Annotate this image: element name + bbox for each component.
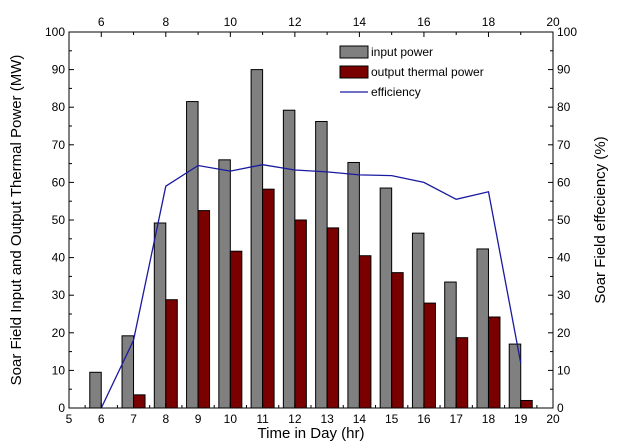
legend-label-output-thermal-power: output thermal power <box>371 65 484 79</box>
x-bottom-tick-label: 13 <box>320 412 334 426</box>
bar-input-power <box>121 335 135 409</box>
y-tick-label: 40 <box>52 251 66 265</box>
bar-input-power <box>186 101 199 409</box>
y2-tick-label: 80 <box>557 100 571 114</box>
bar-input-power <box>153 222 167 409</box>
legend-swatch-output-thermal-power <box>339 65 369 79</box>
bar-input-power <box>444 281 457 409</box>
bar-output-thermal-power <box>326 227 340 409</box>
bar-output-thermal-power <box>133 394 146 409</box>
y2-tick-label: 90 <box>557 63 571 77</box>
x-bottom-tick-label: 6 <box>98 412 105 426</box>
y2-tick-label: 40 <box>557 251 571 265</box>
bar-input-power <box>379 187 393 409</box>
legend-swatch-input-power <box>339 45 369 59</box>
y-tick-label: 70 <box>52 138 66 152</box>
x-bottom-tick-label: 17 <box>450 412 464 426</box>
bar-input-power <box>315 120 328 409</box>
x-bottom-tick-label: 14 <box>353 412 367 426</box>
bar-output-thermal-power <box>294 219 307 409</box>
x-axis-title: Time in Day (hr) <box>258 425 365 441</box>
y-tick-label: 60 <box>52 175 66 189</box>
bar-output-thermal-power <box>197 210 211 409</box>
legend-label-input-power: input power <box>371 45 433 59</box>
x-bottom-tick-label: 19 <box>514 412 528 426</box>
x-bottom-tick-label: 5 <box>66 412 73 426</box>
x-top-tick-label: 14 <box>353 15 367 29</box>
y-axis-title: Soar Field Input and Output Thermal Powe… <box>8 55 25 386</box>
y-tick-label: 50 <box>52 213 66 227</box>
legend: input power output thermal power efficie… <box>339 45 484 99</box>
x-top-tick-label: 8 <box>162 15 169 29</box>
y2-tick-label: 70 <box>557 138 571 152</box>
bar-input-power <box>89 371 102 409</box>
efficiency-line <box>100 164 522 409</box>
x-top-tick-label: 10 <box>224 15 238 29</box>
bar-input-power <box>282 109 296 409</box>
y-tick-label: 0 <box>58 401 65 415</box>
x-top-tick-label: 16 <box>417 15 431 29</box>
x-bottom-tick-label: 15 <box>385 412 399 426</box>
x-bottom-tick-label: 10 <box>224 412 238 426</box>
y2-axis-title: Soar Field effeciency (%) <box>592 136 609 303</box>
tick-label-layer: 5 6 7 8 9 10 11 12 13 14 15 16 17 18 19 20 6 8 10 12 14 16 18 2… <box>45 15 577 426</box>
x-bottom-tick-label: 18 <box>482 412 496 426</box>
x-top-tick-label: 12 <box>288 15 302 29</box>
bar-output-thermal-power <box>358 255 372 409</box>
bar-input-power <box>347 161 360 409</box>
y-tick-label: 80 <box>52 100 66 114</box>
bar-input-power <box>250 69 264 409</box>
x-bottom-tick-label: 8 <box>162 412 169 426</box>
y2-tick-label: 60 <box>557 175 571 189</box>
x-bottom-tick-label: 9 <box>195 412 202 426</box>
y2-tick-label: 0 <box>557 401 564 415</box>
y-tick-label: 20 <box>52 326 66 340</box>
bar-output-thermal-power <box>487 316 501 409</box>
bar-output-thermal-power <box>455 337 469 409</box>
y-tick-label: 10 <box>52 363 66 377</box>
y-tick-label: 100 <box>45 25 65 39</box>
x-bottom-tick-label: 16 <box>417 412 431 426</box>
x-top-tick-label: 20 <box>546 15 560 29</box>
x-top-tick-label: 6 <box>98 15 105 29</box>
bar-output-thermal-power <box>520 399 533 409</box>
x-top-tick-label: 18 <box>482 15 496 29</box>
bar-input-power <box>411 232 425 409</box>
y-tick-label: 90 <box>52 63 66 77</box>
y2-tick-label: 20 <box>557 326 571 340</box>
y-tick-label: 30 <box>52 288 66 302</box>
y2-tick-label: 30 <box>557 288 571 302</box>
bar-output-thermal-power <box>391 272 404 409</box>
x-bottom-tick-label: 7 <box>130 412 137 426</box>
efficiency-line-layer <box>100 164 522 409</box>
bar-output-thermal-power <box>165 299 178 409</box>
x-bottom-tick-label: 11 <box>256 412 269 426</box>
x-bottom-tick-label: 12 <box>288 412 302 426</box>
bar-output-thermal-power <box>423 302 436 409</box>
y2-tick-label: 10 <box>557 363 571 377</box>
x-bottom-tick-label: 20 <box>546 412 560 426</box>
y2-tick-label: 50 <box>557 213 571 227</box>
y2-tick-label: 100 <box>557 25 577 39</box>
bar-output-thermal-power <box>262 188 275 409</box>
bar-input-power <box>476 248 489 409</box>
tick-layer <box>68 31 554 409</box>
bar-output-thermal-power <box>229 250 243 409</box>
legend-label-efficiency: efficiency <box>371 85 421 99</box>
bar-input-power <box>218 159 231 409</box>
